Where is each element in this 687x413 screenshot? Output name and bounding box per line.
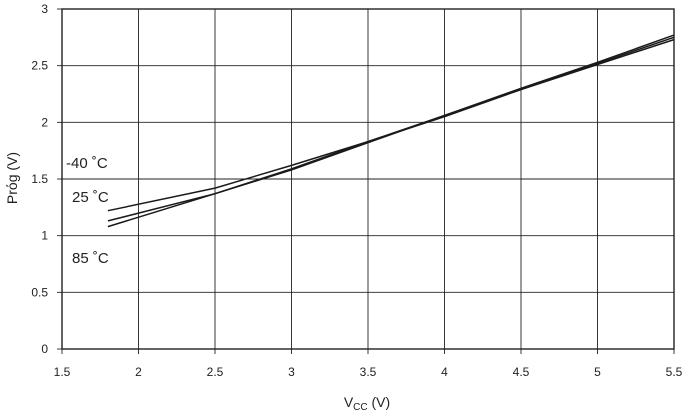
x-tick-labels: 1.5 2 2.5 3 3.5 4 4.5 5 5.5 — [54, 365, 683, 379]
x-tick-label: 1.5 — [54, 365, 71, 379]
y-tick-label: 1 — [41, 229, 48, 243]
y-tick-label: 0 — [41, 342, 48, 356]
x-tick-label: 2 — [135, 365, 142, 379]
x-tick-label: 5 — [594, 365, 601, 379]
y-tick-label: 1.5 — [31, 172, 48, 186]
y-tick-label: 2.5 — [31, 59, 48, 73]
y-tick-labels: 0 0.5 1 1.5 2 2.5 3 — [31, 2, 48, 356]
annotation-25c: 25 ˚C — [72, 189, 109, 206]
series-line-2 — [107, 34, 675, 228]
y-tick-label: 3 — [41, 2, 48, 16]
x-tick-label: 4.5 — [513, 365, 530, 379]
y-axis-title: Prόg (V) — [4, 152, 20, 204]
series-lines — [107, 34, 675, 228]
x-tick-label: 3 — [288, 365, 295, 379]
x-tick-label: 5.5 — [666, 365, 683, 379]
y-tick-label: 0.5 — [31, 285, 48, 299]
annotation-85c: 85 ˚C — [72, 250, 109, 267]
grid — [57, 8, 675, 354]
annotation-minus40c: -40 ˚C — [66, 155, 108, 172]
x-tick-label: 3.5 — [360, 365, 377, 379]
plot-frame — [61, 8, 675, 350]
x-axis-title: VCC (V) — [344, 394, 390, 413]
x-tick-label: 2.5 — [207, 365, 224, 379]
x-tick-label: 4 — [441, 365, 448, 379]
y-tick-label: 2 — [41, 115, 48, 129]
